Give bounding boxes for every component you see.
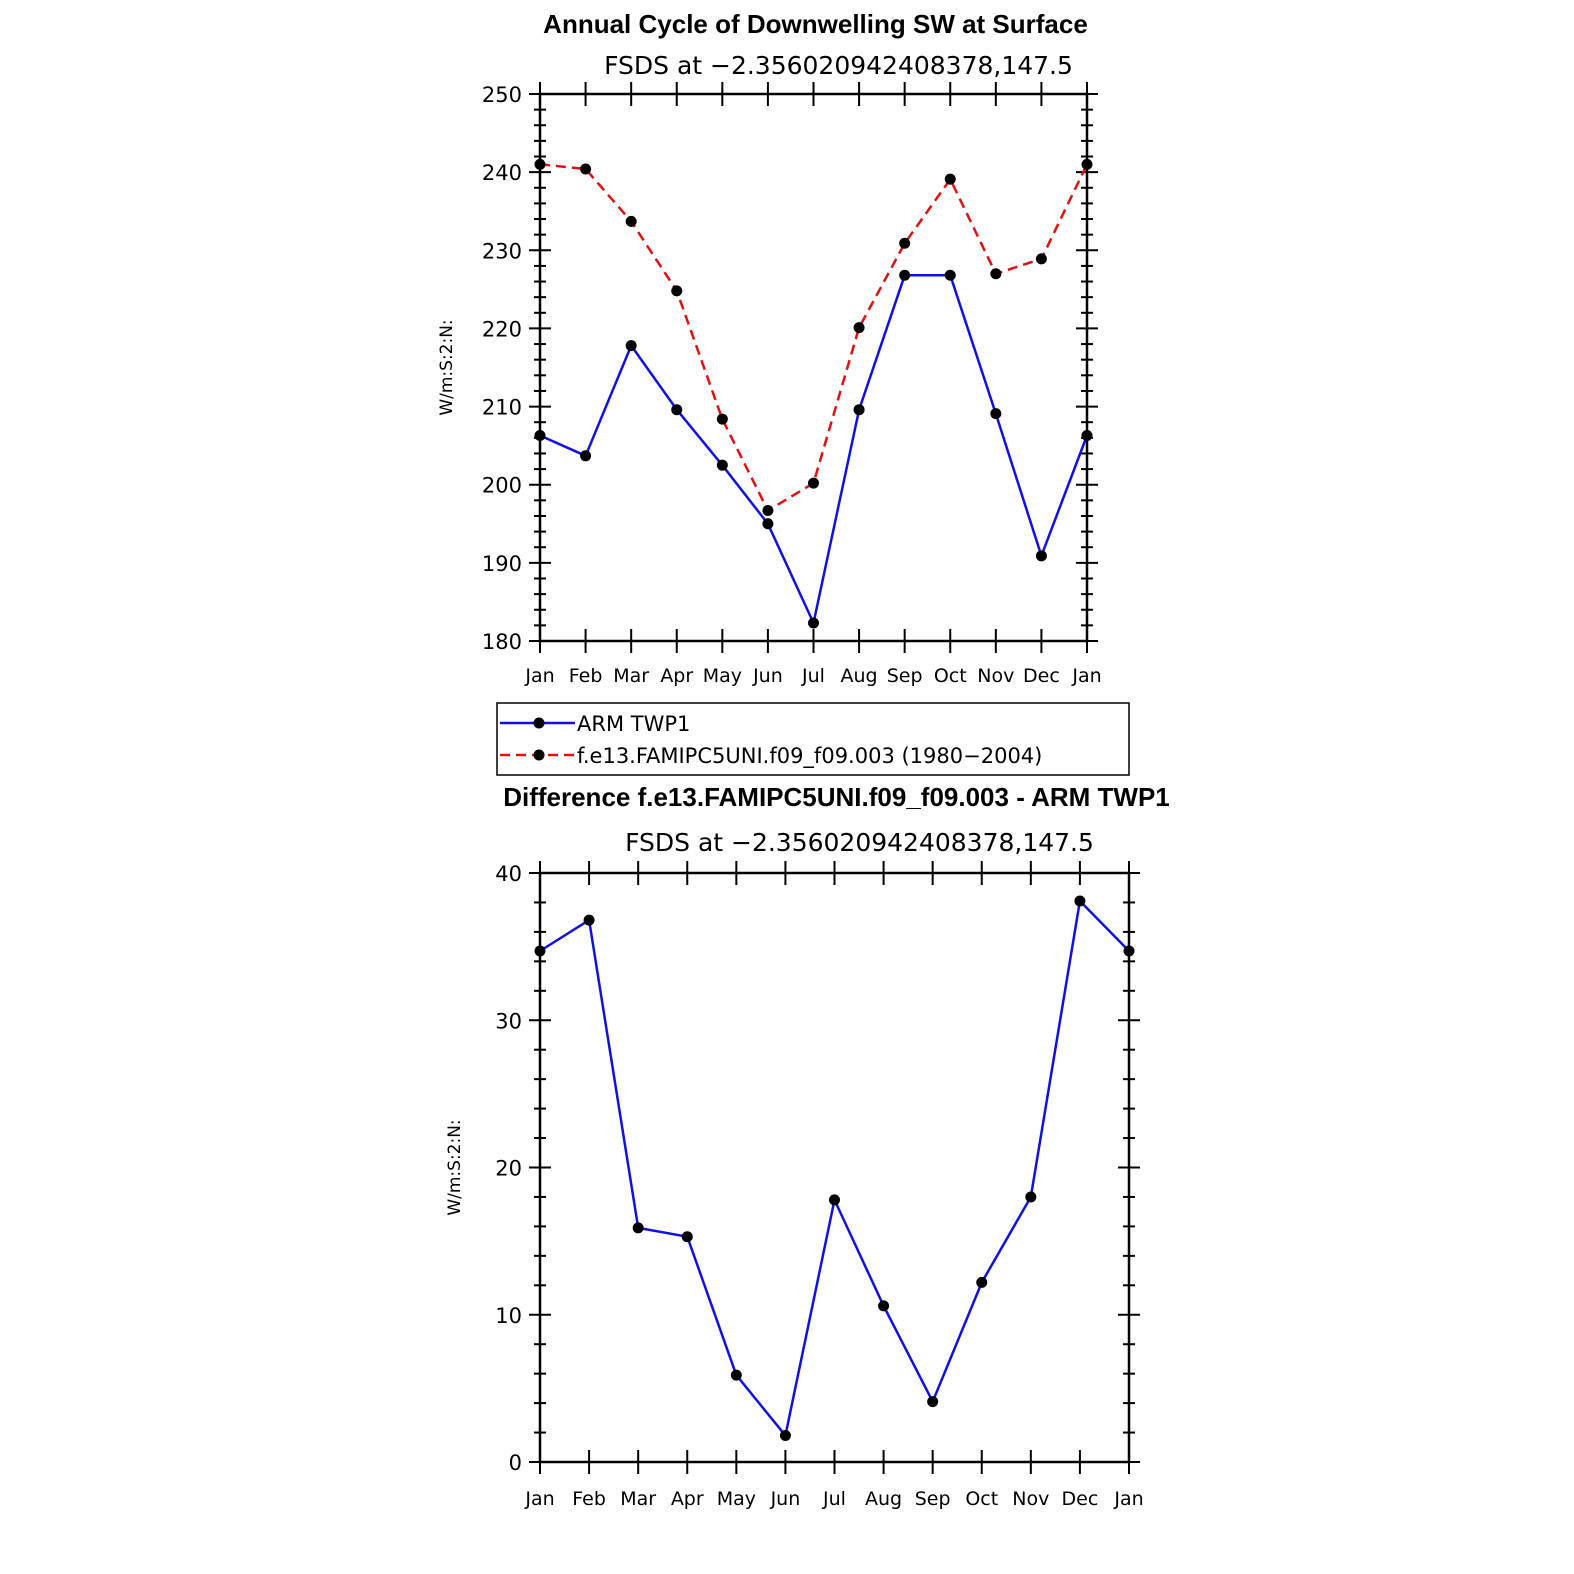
x-tick-label: Jan	[1071, 665, 1101, 687]
data-point	[990, 408, 1002, 420]
data-point	[808, 617, 819, 629]
x-tick-label: Apr	[660, 665, 693, 687]
y-axis-label: W/m:S:2:N:	[445, 1119, 465, 1215]
data-point	[779, 1429, 791, 1441]
data-point	[853, 322, 865, 334]
legend-box	[496, 702, 1130, 776]
data-point	[534, 158, 546, 170]
x-tick-label: Sep	[887, 665, 923, 687]
data-point	[716, 413, 728, 425]
x-tick-label: Jun	[752, 665, 783, 687]
chart-panel-difference: Difference f.e13.FAMIPC5UNI.f09_f09.003 …	[445, 782, 1170, 1510]
y-tick-label: 250	[482, 83, 522, 107]
data-point	[1081, 158, 1093, 170]
data-point	[990, 268, 1002, 280]
data-point	[625, 215, 637, 227]
y-tick-label: 240	[482, 161, 522, 185]
x-tick-label: Jun	[770, 1488, 801, 1510]
data-point	[534, 945, 546, 957]
data-point	[899, 269, 911, 281]
data-point	[580, 450, 592, 462]
data-point	[829, 1194, 840, 1206]
x-tick-label: Jan	[1113, 1488, 1143, 1510]
data-point	[625, 340, 637, 352]
data-point	[1035, 253, 1047, 265]
series-line-0	[539, 274, 1089, 625]
chart-title: Annual Cycle of Downwelling SW at Surfac…	[543, 9, 1088, 39]
y-tick-label: 10	[495, 1304, 522, 1328]
series-line-0	[539, 899, 1130, 1437]
data-point	[1035, 550, 1047, 562]
chart-panel-annual-cycle: Annual Cycle of Downwelling SW at Surfac…	[437, 9, 1102, 687]
x-tick-label: Mar	[613, 665, 649, 687]
data-point	[762, 518, 774, 530]
x-tick-label: Feb	[572, 1488, 606, 1510]
data-point	[762, 505, 774, 517]
data-point	[1081, 429, 1093, 441]
y-tick-label: 220	[482, 317, 522, 341]
data-point	[899, 237, 911, 249]
y-tick-label: 20	[495, 1157, 522, 1181]
y-tick-label: 190	[482, 552, 522, 576]
data-point	[927, 1396, 939, 1408]
x-tick-label: Jan	[524, 665, 554, 687]
y-tick-label: 40	[495, 862, 522, 886]
y-tick-label: 210	[482, 396, 522, 420]
x-tick-label: Oct	[934, 665, 967, 687]
chart-subtitle: FSDS at −2.356020942408378,147.5	[625, 828, 1094, 857]
x-tick-label: May	[703, 665, 742, 687]
data-point	[580, 163, 592, 175]
data-point	[944, 269, 956, 281]
y-tick-label: 230	[482, 239, 522, 263]
y-tick-label: 30	[495, 1009, 522, 1033]
legend-entry-0: ARM TWP1	[577, 712, 690, 736]
data-point	[681, 1231, 693, 1243]
x-tick-label: Sep	[915, 1488, 951, 1510]
data-point	[1074, 895, 1086, 907]
data-point	[583, 914, 595, 926]
data-point	[944, 173, 956, 185]
data-point	[671, 285, 683, 297]
data-point	[730, 1369, 742, 1381]
x-tick-label: Nov	[1012, 1488, 1049, 1510]
data-point	[878, 1300, 890, 1312]
y-tick-label: 180	[482, 630, 522, 654]
data-point	[1025, 1191, 1037, 1203]
x-tick-label: Mar	[620, 1488, 656, 1510]
x-tick-label: Nov	[977, 665, 1014, 687]
x-tick-label: Jan	[524, 1488, 554, 1510]
data-point	[671, 404, 683, 416]
data-point	[716, 459, 728, 471]
x-tick-label: Jul	[801, 665, 825, 687]
y-tick-label: 200	[482, 474, 522, 498]
x-tick-label: Jul	[822, 1488, 846, 1510]
x-tick-label: Dec	[1062, 1488, 1099, 1510]
x-tick-label: Dec	[1023, 665, 1060, 687]
x-tick-label: Apr	[671, 1488, 704, 1510]
chart-subtitle: FSDS at −2.356020942408378,147.5	[604, 51, 1073, 80]
data-point	[632, 1222, 644, 1234]
x-tick-label: Aug	[841, 665, 878, 687]
data-point	[1123, 945, 1135, 957]
legend-marker	[533, 749, 545, 761]
x-tick-label: Oct	[965, 1488, 998, 1510]
data-point	[976, 1276, 988, 1288]
data-point	[808, 477, 819, 489]
chart-title: Difference f.e13.FAMIPC5UNI.f09_f09.003 …	[503, 782, 1170, 812]
series-line-1	[539, 163, 1089, 512]
y-tick-label: 0	[509, 1451, 522, 1475]
y-axis-label: W/m:S:2:N:	[437, 319, 457, 415]
data-point	[534, 429, 546, 441]
legend-marker	[533, 717, 545, 729]
data-point	[853, 404, 865, 416]
x-tick-label: May	[717, 1488, 756, 1510]
x-tick-label: Aug	[865, 1488, 902, 1510]
legend-entry-1: f.e13.FAMIPC5UNI.f09_f09.003 (1980−2004)	[577, 744, 1042, 769]
legend: ARM TWP1 f.e13.FAMIPC5UNI.f09_f09.003 (19…	[496, 702, 1130, 776]
x-tick-label: Feb	[569, 665, 603, 687]
